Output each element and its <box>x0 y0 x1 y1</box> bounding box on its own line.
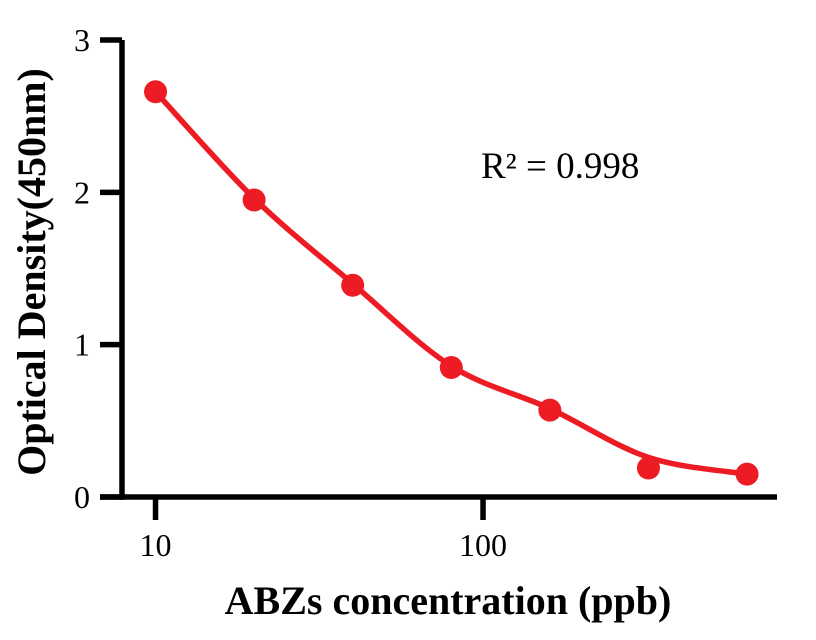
data-point-marker <box>538 398 562 422</box>
fit-curve <box>152 89 750 477</box>
x-axis-title: ABZs concentration (ppb) <box>224 578 672 623</box>
x-tick-label: 10 <box>140 527 172 563</box>
data-point-marker <box>735 462 759 486</box>
y-tick-label: 0 <box>74 479 90 515</box>
data-point-marker <box>242 188 266 212</box>
y-axis-title: Optical Density(450nm) <box>9 68 54 476</box>
y-tick-label: 3 <box>74 22 90 58</box>
r-squared-annotation: R² = 0.998 <box>481 146 640 187</box>
data-point-marker <box>636 456 660 480</box>
data-point-marker <box>341 273 365 297</box>
x-tick-label: 100 <box>459 527 507 563</box>
y-tick-label: 2 <box>74 174 90 210</box>
data-point-marker <box>144 80 168 104</box>
data-point-marker <box>439 356 463 380</box>
y-tick-label: 1 <box>74 327 90 363</box>
